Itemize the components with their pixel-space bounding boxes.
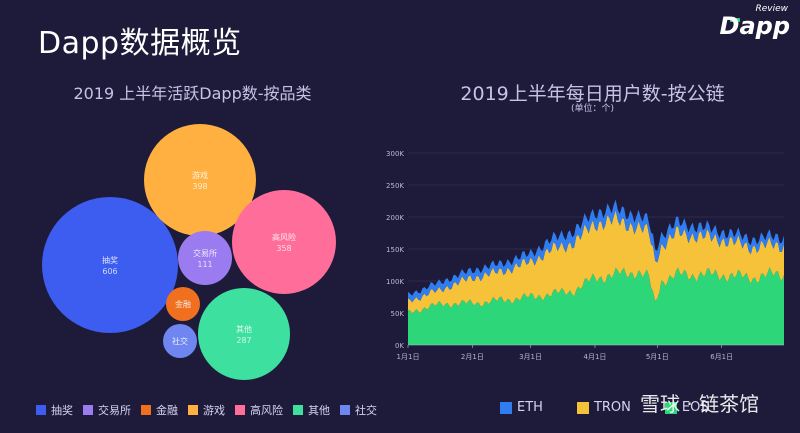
y-tick-label: 50K bbox=[391, 310, 405, 318]
bubble-label-high-risk: 高风险 bbox=[272, 232, 296, 242]
area-legend-item-tron[interactable]: TRON bbox=[576, 400, 631, 415]
area-series-eos bbox=[408, 267, 784, 345]
x-tick-label: 5月1日 bbox=[646, 353, 669, 361]
bubble-label-exchange: 交易所 bbox=[193, 248, 217, 258]
bubble-circle-other bbox=[198, 288, 290, 380]
legend-label: 交易所 bbox=[98, 404, 131, 417]
bubble-finance: 金融 bbox=[166, 287, 200, 321]
area-legend-item-eth[interactable]: ETH bbox=[500, 400, 543, 415]
area-chart-subtitle: (单位：个) bbox=[570, 104, 615, 114]
bubble-label-games: 游戏 bbox=[192, 170, 208, 180]
bubble-legend-item[interactable]: 游戏 bbox=[188, 402, 225, 418]
bubble-legend-item[interactable]: 社交 bbox=[340, 402, 377, 418]
bubble-circle-lottery bbox=[42, 197, 178, 333]
bubble-legend-item[interactable]: 其他 bbox=[293, 402, 330, 418]
legend-swatch bbox=[83, 405, 93, 415]
bubble-games: 游戏 398 bbox=[144, 124, 256, 236]
bubble-chart-title: 2019 上半年活跃Dapp数-按品类 bbox=[73, 84, 312, 103]
x-tick-label: 3月1日 bbox=[519, 353, 542, 361]
area-chart-title: 2019上半年每日用户数-按公链 bbox=[460, 83, 725, 105]
bubble-circle-exchange bbox=[178, 231, 232, 285]
legend-label: TRON bbox=[593, 400, 631, 415]
legend-label: ETH bbox=[517, 400, 543, 415]
area-legend: ETH TRON EOS bbox=[500, 400, 709, 415]
page-title: Dapp数据概览 bbox=[38, 26, 242, 61]
logo-mark-icon bbox=[730, 18, 740, 22]
legend-swatch bbox=[36, 405, 46, 415]
legend-swatch bbox=[500, 401, 512, 414]
bubble-label-other: 其他 bbox=[236, 324, 252, 334]
legend-label: 抽奖 bbox=[51, 404, 73, 417]
legend-swatch bbox=[576, 401, 589, 414]
area-legend-item-eos[interactable]: EOS bbox=[664, 400, 709, 415]
area-series-tron bbox=[408, 210, 784, 314]
bubble-label-social: 社交 bbox=[172, 336, 188, 346]
x-tick-label: 4月1日 bbox=[584, 353, 607, 361]
x-tick-label: 2月1日 bbox=[461, 353, 484, 361]
bubble-circle-finance bbox=[166, 287, 200, 321]
legend-swatch bbox=[235, 405, 245, 415]
bubble-exchange: 交易所 111 bbox=[178, 231, 232, 285]
bubble-circle-social bbox=[163, 324, 197, 358]
legend-label: 高风险 bbox=[250, 404, 283, 417]
dapp-review-logo: Review Dapp bbox=[719, 4, 792, 40]
y-tick-label: 300K bbox=[386, 150, 404, 158]
legend-label: 游戏 bbox=[203, 404, 225, 417]
legend-label: 金融 bbox=[156, 404, 178, 417]
bubble-value-other: 287 bbox=[236, 336, 251, 345]
bubble-circle-games bbox=[144, 124, 256, 236]
legend-swatch bbox=[340, 405, 350, 415]
bubble-value-high-risk: 358 bbox=[276, 244, 291, 253]
y-tick-label: 0K bbox=[395, 342, 404, 350]
bubble-legend-item[interactable]: 金融 bbox=[141, 402, 178, 418]
x-tick-label: 1月1日 bbox=[397, 353, 420, 361]
legend-swatch bbox=[293, 405, 303, 415]
legend-swatch bbox=[664, 401, 677, 414]
bubble-value-games: 398 bbox=[192, 182, 207, 191]
logo-review-text: Review bbox=[755, 4, 788, 14]
bubble-legend-item[interactable]: 交易所 bbox=[83, 402, 131, 418]
watermark: 雪球 · 链茶馆 bbox=[640, 392, 760, 416]
y-tick-label: 250K bbox=[386, 182, 404, 190]
bubble-legend-item[interactable]: 高风险 bbox=[235, 402, 283, 418]
bubble-high-risk: 高风险 358 bbox=[232, 190, 336, 294]
legend-swatch bbox=[141, 405, 151, 415]
y-tick-label: 200K bbox=[386, 214, 404, 222]
bubble-label-finance: 金融 bbox=[175, 299, 191, 309]
y-tick-label: 100K bbox=[386, 278, 404, 286]
bubble-legend: 抽奖 交易所 金融 游戏 高风险 其他 社交 bbox=[36, 402, 377, 418]
bubble-value-exchange: 111 bbox=[197, 260, 212, 269]
bubble-lottery: 抽奖 606 bbox=[42, 197, 178, 333]
legend-label: 其他 bbox=[308, 404, 330, 417]
bubble-social: 社交 bbox=[163, 324, 197, 358]
logo-dapp-text: Dapp bbox=[719, 12, 790, 40]
bubble-other: 其他 287 bbox=[198, 288, 290, 380]
bubble-legend-item[interactable]: 抽奖 bbox=[36, 402, 73, 418]
legend-label: 社交 bbox=[355, 404, 377, 417]
legend-swatch bbox=[188, 405, 198, 415]
bubble-value-lottery: 606 bbox=[102, 267, 117, 276]
legend-label: EOS bbox=[681, 400, 709, 415]
area-series-eth bbox=[408, 199, 784, 303]
x-tick-label: 6月1日 bbox=[710, 353, 733, 361]
bubble-circle-high-risk bbox=[232, 190, 336, 294]
bubble-label-lottery: 抽奖 bbox=[102, 255, 118, 265]
y-tick-label: 150K bbox=[386, 246, 404, 254]
